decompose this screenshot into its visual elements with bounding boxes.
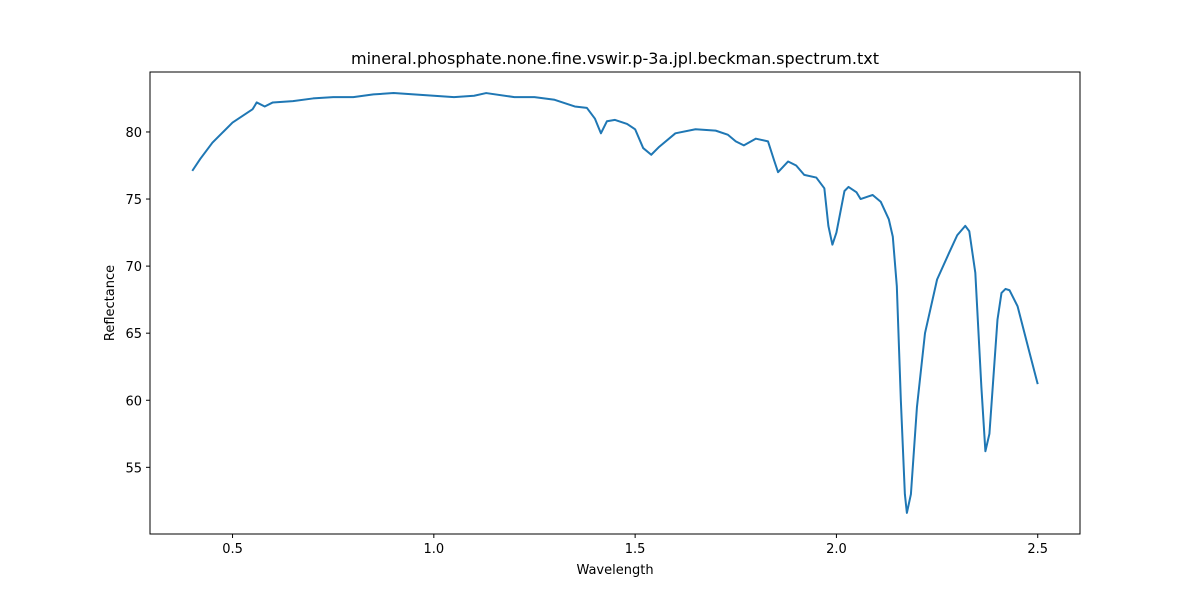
y-tick-label: 70: [125, 260, 142, 275]
plot-frame: [149, 71, 1081, 535]
y-tick-label: 80: [125, 126, 142, 141]
x-tick-label: 2.0: [826, 542, 847, 557]
data-line: [191, 92, 1039, 514]
y-tick-label: 65: [125, 327, 142, 342]
y-tick-label: 55: [125, 461, 142, 476]
x-tick-label: 1.5: [625, 542, 646, 557]
x-tick-label: 1.0: [423, 542, 444, 557]
y-tick-label: 75: [125, 193, 142, 208]
chart-title: mineral.phosphate.none.fine.vswir.p-3a.j…: [351, 49, 879, 68]
x-tick-label: 0.5: [222, 542, 243, 557]
x-tick-label: 2.5: [1027, 542, 1048, 557]
x-axis-label: Wavelength: [576, 563, 653, 578]
y-axis-label: Reflectance: [103, 265, 118, 341]
y-tick-label: 60: [125, 394, 142, 409]
